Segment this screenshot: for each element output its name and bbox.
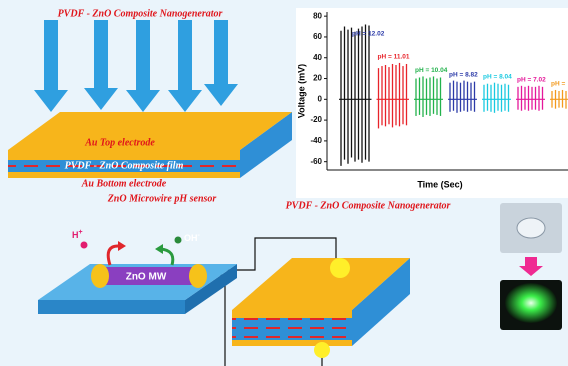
wire-label: ZnO MW	[126, 272, 167, 283]
oh-ion: OH-	[184, 232, 201, 244]
bottom-diagram: ZnO Microwire pH sensor PVDF - ZnO Compo…	[38, 193, 562, 366]
series-label: pH = 8.04	[483, 73, 512, 80]
h-ion-dot	[81, 242, 88, 249]
y-tick-label: 60	[313, 32, 322, 41]
transition-arrow	[519, 257, 543, 276]
arrow	[204, 20, 238, 106]
gen-film	[232, 318, 352, 340]
oh-sup: -	[198, 232, 201, 239]
x-axis-label: Time (Sec)	[417, 179, 462, 189]
force-arrows	[34, 20, 238, 112]
h-sup: +	[79, 229, 83, 236]
y-tick-label: 80	[313, 11, 322, 20]
h-arrow	[108, 246, 118, 265]
top-title: PVDF - ZnO Composite Nanogenerator	[58, 8, 223, 19]
y-tick-label: 40	[313, 53, 322, 62]
oh-base: OH	[184, 233, 198, 243]
bottom-electrode-label: Au Bottom electrode	[81, 178, 167, 189]
arrow	[168, 20, 202, 112]
arrow	[126, 20, 160, 112]
contact	[91, 264, 109, 288]
top-electrode-front	[8, 150, 240, 160]
bottom-electrode-front	[8, 172, 240, 178]
arrow	[84, 20, 118, 110]
h-arrow-head	[118, 241, 126, 251]
chart: Voltage (mV) Time (Sec) -60 -40 -20 0 20 40 60…	[296, 8, 568, 198]
gen-bottom-contact	[314, 342, 330, 358]
y-tick-label: -20	[310, 115, 322, 124]
series-label: pH =	[551, 81, 565, 88]
h-ion: H+	[72, 229, 83, 241]
y-tick-label: 20	[313, 74, 322, 83]
top-diagram: PVDF - ZnO Composite Nanogenerator Au To…	[8, 8, 292, 189]
led-off	[517, 218, 545, 238]
series-label: pH = 10.04	[415, 67, 448, 74]
arrow	[34, 20, 68, 112]
top-electrode-label: Au Top electrode	[84, 137, 155, 148]
series-label: pH = 8.82	[449, 71, 478, 78]
series-label: pH = 7.02	[517, 77, 546, 84]
figure: PVDF - ZnO Composite Nanogenerator Au To…	[0, 0, 568, 366]
sensor-title: ZnO Microwire pH sensor	[107, 193, 217, 204]
generator-title: PVDF - ZnO Composite Nanogenerator	[286, 200, 451, 211]
series-label: pH = 12.02	[352, 31, 385, 38]
film-label: PVDF - ZnO Composite film	[65, 160, 184, 171]
y-axis-label: Voltage (mV)	[296, 64, 306, 118]
y-tick-label: -60	[310, 157, 322, 166]
gen-top-contact	[330, 258, 350, 278]
oh-arrow-head	[155, 244, 163, 254]
series-label: pH = 11.01	[378, 54, 410, 61]
y-tick-label: -40	[310, 136, 322, 145]
gen-bottom-front	[232, 340, 352, 346]
contact	[189, 264, 207, 288]
gen-top-front	[232, 310, 352, 318]
led-glow	[505, 283, 557, 323]
sensor-front	[38, 300, 185, 314]
y-tick-label: 0	[318, 94, 323, 103]
oh-ion-dot	[175, 237, 182, 244]
